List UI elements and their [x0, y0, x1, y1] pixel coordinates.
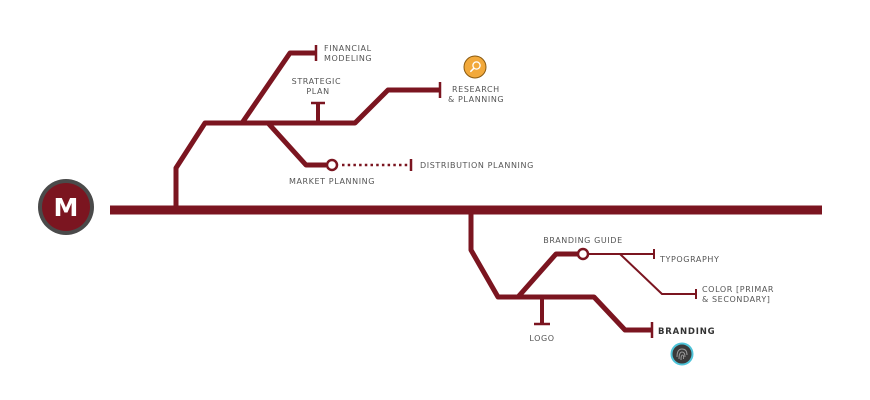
color-label: COLOR [PRIMAR & SECONDARY] — [702, 285, 777, 304]
branding-label: BRANDING — [658, 327, 715, 337]
logo-label: LOGO — [529, 334, 554, 343]
financial-modeling-line — [239, 50, 316, 125]
branding-guide-line — [516, 251, 578, 299]
research-planning-label: RESEARCH & PLANNING — [448, 85, 504, 104]
fingerprint-icon — [670, 342, 694, 366]
branding-guide-station — [576, 247, 590, 261]
upper-branch-line — [173, 87, 440, 210]
financial-modeling-label: FINANCIAL MODELING — [324, 44, 375, 63]
typography-label: TYPOGRAPHY — [659, 255, 720, 264]
market-planning-station — [325, 158, 339, 172]
color-line — [619, 253, 696, 295]
strategic-plan-label: STRATEGIC PLAN — [292, 77, 345, 96]
market-planning-line — [266, 121, 326, 168]
market-planning-label: MARKET PLANNING — [289, 177, 375, 186]
lower-branch-line — [468, 210, 652, 333]
magnifier-icon — [463, 55, 487, 79]
m-monogram-logo: M — [38, 179, 94, 235]
distribution-planning-label: DISTRIBUTION PLANNING — [420, 161, 534, 170]
svg-text:M: M — [54, 193, 79, 222]
branding-guide-label: BRANDING GUIDE — [543, 236, 622, 245]
